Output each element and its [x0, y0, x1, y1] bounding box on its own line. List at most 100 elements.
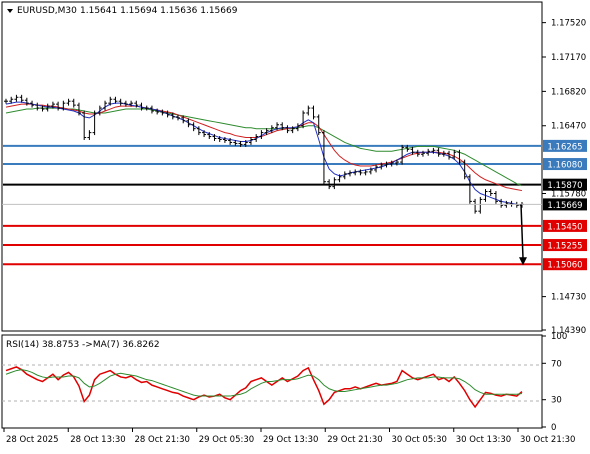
price-bar [420, 150, 425, 157]
moving-average-fast [5, 101, 523, 206]
price-bar [431, 147, 436, 154]
price-bar [113, 96, 118, 104]
price-bar [228, 138, 233, 145]
price-bar [327, 179, 332, 190]
price-bar [316, 114, 321, 136]
rsi-tick-label-0: 100 [551, 332, 567, 342]
price-bar [483, 189, 488, 202]
level-badge-label-4: 1.15255 [547, 242, 582, 252]
price-bar [275, 122, 280, 131]
price-chart-area[interactable] [1, 1, 543, 332]
price-bar [306, 105, 311, 116]
rsi-tick-label-3: 0 [551, 423, 556, 433]
level-badge-3 [543, 219, 587, 232]
price-bar [285, 125, 290, 134]
price-bar [493, 191, 498, 204]
ma-slow-line [5, 107, 523, 187]
price-bar [30, 100, 35, 108]
price-axis[interactable]: 1.17520 1.17170 1.16820 1.16470 1.15780 1.147… [542, 19, 586, 336]
price-bar [473, 198, 478, 214]
price-bar [488, 189, 493, 196]
price-tick-label-2: 1.16820 [551, 87, 586, 97]
level-price-badges: 1.16265 1.16080 1.15870 1.15450 1.15255 1.150… [543, 139, 587, 271]
price-bar [259, 130, 264, 140]
price-bar [379, 162, 384, 170]
ma-fast-line [5, 101, 523, 206]
rsi-tick-label-1: 70 [551, 359, 562, 369]
price-bar [149, 105, 154, 114]
level-badge-label-0: 1.16265 [547, 142, 582, 152]
time-tick-label-3: 29 Oct 05:30 [199, 435, 254, 445]
price-bar [342, 171, 347, 180]
price-bar [123, 100, 128, 107]
time-tick-label-0: 28 Oct 2025 [6, 435, 59, 445]
price-bar [19, 94, 24, 103]
price-bar [56, 101, 61, 111]
price-bar [368, 167, 373, 175]
price-bar [144, 105, 149, 111]
price-bar [160, 109, 165, 116]
price-bar [155, 108, 160, 115]
price-bar [436, 147, 441, 157]
price-bar [290, 126, 295, 134]
price-bar [66, 98, 71, 106]
rsi-label: RSI(14) 38.8753 ->MA(7) 36.8262 [6, 340, 160, 350]
price-bar [321, 130, 326, 185]
price-bar [389, 160, 394, 167]
price-bar [103, 100, 108, 111]
price-bar [337, 174, 342, 183]
level-badge-5 [543, 258, 587, 271]
price-bar [415, 149, 420, 157]
price-bar [222, 137, 227, 143]
rsi-ma-line [5, 369, 523, 397]
price-bar [467, 174, 472, 204]
price-bar [108, 96, 113, 106]
price-bar [40, 105, 45, 112]
time-tick-label-8: 30 Oct 21:30 [520, 435, 575, 445]
price-bar [165, 110, 170, 118]
price-bar [353, 169, 358, 176]
price-bar [280, 122, 285, 131]
price-bar [478, 196, 483, 214]
price-bar [202, 130, 207, 138]
price-bar [61, 100, 66, 111]
price-bar [394, 159, 399, 166]
rsi-axis: 100 70 30 0 [542, 332, 567, 433]
time-axis[interactable]: 28 Oct 2025 28 Oct 13:30 28 Oct 21:30 29 Oc… [3, 428, 575, 445]
level-badge-4 [543, 239, 587, 252]
price-tick-label-4: 1.15780 [551, 190, 586, 200]
price-bar [447, 150, 452, 160]
price-bar [97, 105, 102, 116]
price-bar [248, 137, 253, 145]
rsi-tick-label-2: 30 [551, 396, 562, 406]
price-bar [139, 102, 144, 111]
price-bar [196, 126, 201, 136]
price-bar [264, 128, 269, 136]
price-bar [311, 105, 316, 120]
price-bar [118, 98, 123, 106]
level-badge-label-3: 1.15450 [547, 222, 582, 232]
price-bar [71, 98, 76, 108]
level-badge-2 [543, 178, 587, 191]
price-bar [426, 148, 431, 156]
price-tick-label-3: 1.16470 [551, 122, 586, 132]
projection-arrow [519, 204, 527, 266]
level-badge-label-1: 1.16080 [547, 161, 582, 171]
time-tick-label-6: 30 Oct 05:30 [392, 435, 447, 445]
ohlc-values: 1.15641 1.15694 1.15636 1.15669 [80, 6, 238, 16]
price-bar [212, 134, 217, 141]
symbol-label: EURUSD,M30 [17, 6, 77, 16]
price-bar [14, 94, 19, 102]
collapse-triangle-icon[interactable] [7, 9, 13, 13]
price-bar [254, 134, 259, 142]
price-tick-label-1: 1.17170 [551, 53, 586, 63]
price-bar [50, 101, 55, 109]
price-bar [186, 118, 191, 128]
time-tick-label-7: 30 Oct 13:30 [456, 435, 511, 445]
price-bar [452, 149, 457, 160]
current-price-badge [543, 198, 587, 211]
price-bar [24, 97, 29, 106]
price-bar [400, 144, 405, 165]
price-bar [82, 110, 87, 140]
